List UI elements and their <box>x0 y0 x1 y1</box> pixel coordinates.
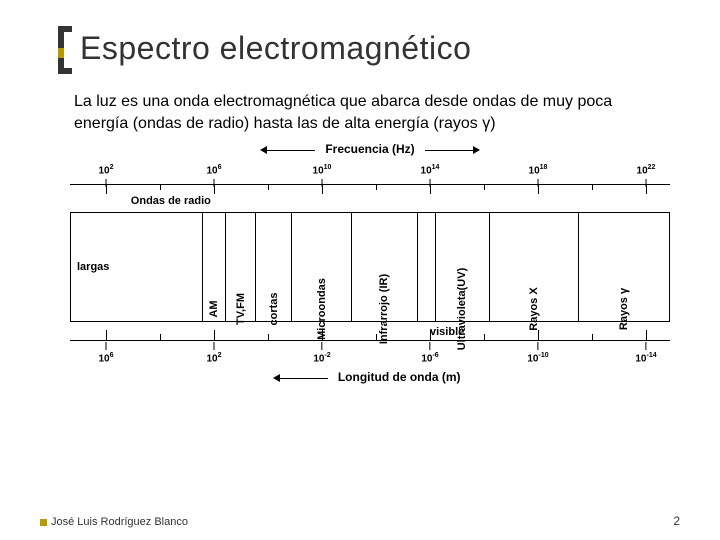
frequency-minor-tick <box>160 184 161 190</box>
wavelength-tick: 10-6 <box>421 342 438 364</box>
wavelength-tick-mark <box>538 330 539 340</box>
band-segment: Microondas <box>292 213 352 321</box>
frequency-tick: 1014 <box>421 164 440 186</box>
frequency-tick-mark <box>106 184 107 194</box>
band-segment: cortas <box>256 213 292 321</box>
wavelength-tick: 102 <box>206 342 221 364</box>
arrow-left-icon <box>260 146 267 154</box>
wavelength-minor-tick <box>268 334 269 340</box>
wavelength-tick-mark <box>214 330 215 340</box>
title-block: Espectro electromagnético <box>80 30 672 67</box>
band-segment: AM <box>203 213 227 321</box>
wavelength-label-text: Longitud de onda (m) <box>338 370 461 384</box>
footer-author: José Luis Rodríguez Blanco <box>40 516 188 528</box>
frequency-tick-mark <box>646 184 647 194</box>
frequency-tick-mark <box>322 184 323 194</box>
band-label: Rayos γ <box>618 288 630 330</box>
wavelength-baseline <box>70 340 670 341</box>
frequency-tick-mark <box>538 184 539 194</box>
frequency-minor-tick <box>592 184 593 190</box>
wavelength-tick: 106 <box>98 342 113 364</box>
wavelength-minor-tick <box>592 334 593 340</box>
frequency-axis-label: Frecuencia (Hz) <box>70 142 670 156</box>
frequency-minor-tick <box>376 184 377 190</box>
band-segment: Rayos γ <box>579 213 669 321</box>
bullet-icon <box>40 519 47 526</box>
wavelength-tick: 10-14 <box>635 342 656 364</box>
band-segment: Infrarrojo (IR) <box>352 213 418 321</box>
wavelength-tick: 10-10 <box>527 342 548 364</box>
frequency-tick-mark <box>430 184 431 194</box>
spectrum-diagram: Frecuencia (Hz) 102 106 1010 1014 1018 1022 O… <box>70 142 670 402</box>
frequency-label-text: Frecuencia (Hz) <box>325 142 414 156</box>
wavelength-tick-mark <box>322 330 323 340</box>
visible-label: visible <box>430 326 464 338</box>
band-label: TV,FM <box>235 293 247 325</box>
wavelength-minor-tick <box>160 334 161 340</box>
band-segment: largas <box>71 213 203 321</box>
wavelength-ticks: 106 102 10-2 10-6 10-10 10-14 <box>70 342 670 366</box>
arrow-right-icon <box>473 146 480 154</box>
band-label: largas <box>77 261 109 273</box>
band-segment: Rayos X <box>490 213 580 321</box>
slide-title: Espectro electromagnético <box>80 30 672 67</box>
frequency-tick: 102 <box>98 164 113 186</box>
wavelength-axis-label: Longitud de onda (m) <box>70 370 670 384</box>
wavelength-tick-mark <box>646 330 647 340</box>
arrow-left-icon <box>273 374 280 382</box>
arrow-line-icon <box>425 150 473 151</box>
band-label: AM <box>208 301 220 318</box>
band-label: Infrarrojo (IR) <box>378 274 390 344</box>
arrow-line-icon <box>280 378 328 379</box>
band-segment: TV,FM <box>226 213 256 321</box>
radio-waves-label: Ondas de radio <box>131 195 211 207</box>
wavelength-tick-mark <box>106 330 107 340</box>
wavelength-tick: 10-2 <box>313 342 330 364</box>
accent-icon <box>58 48 64 58</box>
frequency-tick: 1022 <box>637 164 656 186</box>
frequency-minor-tick <box>268 184 269 190</box>
frequency-minor-tick <box>484 184 485 190</box>
band-label: cortas <box>268 293 280 326</box>
spectrum-strip: Ondas de radio largasAMTV,FMcortasMicroo… <box>70 212 670 322</box>
slide: Espectro electromagnético La luz es una … <box>0 0 720 540</box>
author-text: José Luis Rodríguez Blanco <box>51 516 188 528</box>
arrow-line-icon <box>267 150 315 151</box>
frequency-tick-mark <box>214 184 215 194</box>
wavelength-tick-mark <box>430 330 431 340</box>
frequency-tick: 1018 <box>529 164 548 186</box>
wavelength-minor-tick <box>376 334 377 340</box>
band-segment: Ultravioleta(UV) <box>436 213 490 321</box>
frequency-tick: 106 <box>206 164 221 186</box>
frequency-tick: 1010 <box>313 164 332 186</box>
intro-text: La luz es una onda electromagnética que … <box>74 91 668 134</box>
band-label: Rayos X <box>528 287 540 330</box>
footer-page: 2 <box>673 514 680 528</box>
band-segment <box>418 213 436 321</box>
wavelength-minor-tick <box>484 334 485 340</box>
